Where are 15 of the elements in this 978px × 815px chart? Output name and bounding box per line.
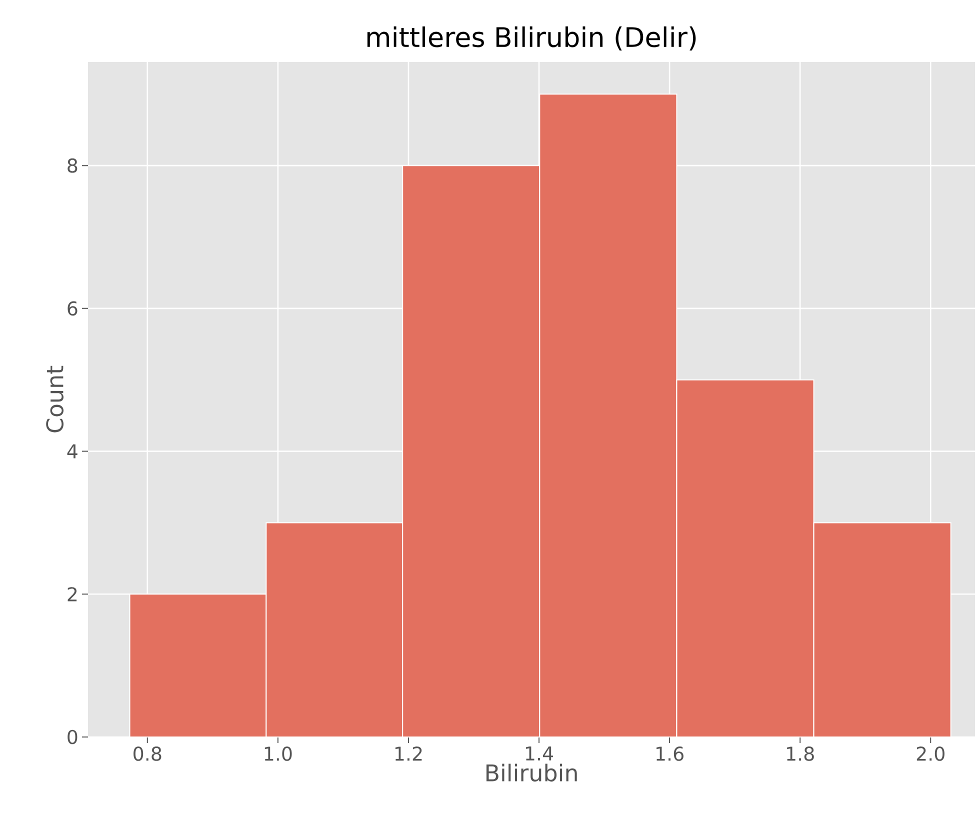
x-tick-label: 0.8 [134, 746, 162, 761]
x-tick-label: 1.4 [526, 746, 554, 760]
y-tick-label: 2 [68, 587, 77, 602]
x-tick-label: 1.8 [787, 746, 814, 761]
y-tick-label: 4 [67, 444, 78, 458]
y-tick-label: 6 [68, 301, 78, 316]
x-tick-label: 2.0 [916, 746, 944, 761]
x-tick-label: 1.2 [395, 746, 422, 761]
y-tick-label: 8 [68, 158, 78, 173]
y-axis-title: Count [46, 366, 64, 432]
y-tick-label: 0 [68, 730, 78, 744]
x-axis-title: Bilirubin [486, 764, 577, 782]
x-tick-label: 1.6 [656, 746, 684, 761]
chart-title: mittleres Bilirubin (Delir) [367, 26, 696, 50]
x-tick-label: 1.0 [264, 746, 292, 761]
